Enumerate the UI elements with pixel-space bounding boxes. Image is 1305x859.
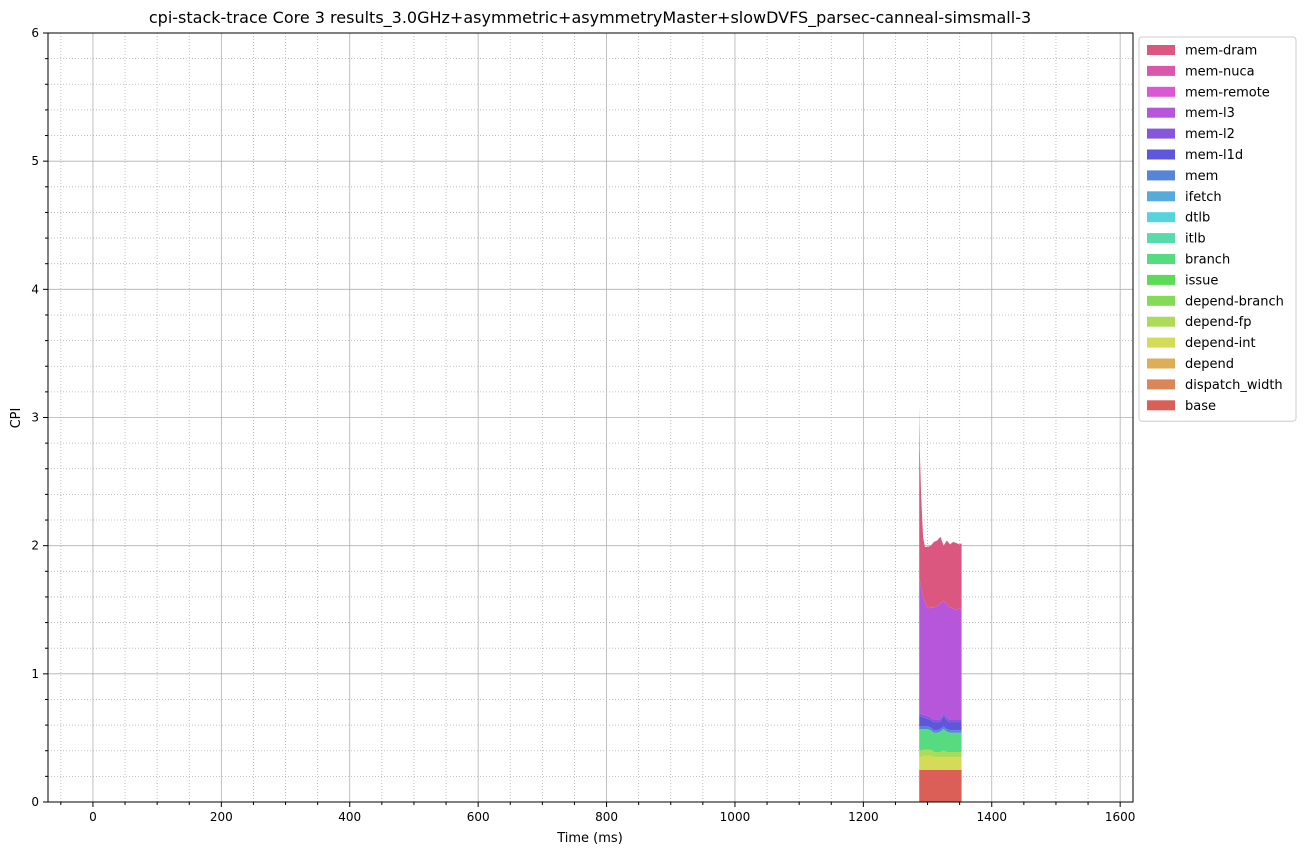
area-depend-fp xyxy=(919,749,962,758)
legend-swatch-base xyxy=(1147,400,1175,411)
legend-swatch-mem-l3 xyxy=(1147,107,1175,118)
legend-swatch-branch xyxy=(1147,254,1175,264)
x-tick-label: 1200 xyxy=(848,810,879,824)
x-tick-label: 1000 xyxy=(720,810,751,824)
legend-label-depend-branch: depend-branch xyxy=(1185,294,1284,309)
y-tick-label: 6 xyxy=(31,26,39,40)
legend-label-mem-nuca: mem-nuca xyxy=(1185,64,1255,79)
x-axis: 0 200 400 600 800 1000 1200 1400 1600 xyxy=(60,802,1136,824)
legend-label-mem-dram: mem-dram xyxy=(1185,44,1257,59)
legend-swatch-dispatch_width xyxy=(1147,379,1175,390)
legend-label-base: base xyxy=(1185,399,1216,414)
y-tick-label: 2 xyxy=(31,539,39,553)
area-mem-l2 xyxy=(919,713,962,723)
area-mem-l3 xyxy=(919,577,962,720)
area-mem-dram xyxy=(919,404,962,610)
y-tick-label: 1 xyxy=(31,667,39,681)
legend-swatch-dtlb xyxy=(1147,212,1175,223)
chart-title: cpi-stack-trace Core 3 results_3.0GHz+as… xyxy=(149,8,1031,28)
legend-swatch-depend-fp xyxy=(1147,316,1175,327)
legend-label-itlb: itlb xyxy=(1185,232,1206,247)
legend-box xyxy=(1138,36,1297,422)
area-mem-l1d xyxy=(919,716,962,731)
legend-label-mem-l1d: mem-l1d xyxy=(1185,148,1243,163)
legend-label-mem: mem xyxy=(1185,169,1218,184)
area-depend-int xyxy=(919,755,962,770)
stacked-areas xyxy=(919,404,962,802)
x-tick-label: 400 xyxy=(338,810,361,824)
x-tick-label: 200 xyxy=(210,810,233,824)
legend-swatch-depend xyxy=(1147,358,1175,369)
legend-swatch-mem xyxy=(1147,170,1175,181)
y-tick-label: 3 xyxy=(31,411,39,425)
legend-label-depend: depend xyxy=(1185,357,1234,372)
legend: mem-dram mem-nuca mem-remote mem-l3 mem-l2 me… xyxy=(1138,36,1297,422)
legend-label-depend-int: depend-int xyxy=(1185,336,1256,351)
area-mem xyxy=(919,726,962,733)
legend-swatch-mem-nuca xyxy=(1147,65,1175,76)
y-tick-label: 4 xyxy=(31,282,39,296)
legend-label-ifetch: ifetch xyxy=(1185,190,1222,205)
legend-label-mem-l3: mem-l3 xyxy=(1185,106,1235,121)
legend-swatch-mem-dram xyxy=(1147,45,1175,55)
legend-label-mem-remote: mem-remote xyxy=(1185,85,1270,100)
legend-swatch-mem-l2 xyxy=(1147,128,1175,139)
area-branch xyxy=(919,728,962,753)
y-tick-label: 5 xyxy=(31,154,39,168)
x-axis-label: Time (ms) xyxy=(556,831,623,846)
area-base xyxy=(919,769,962,802)
x-tick-label: 0 xyxy=(89,810,97,824)
legend-label-branch: branch xyxy=(1185,253,1230,268)
legend-label-issue: issue xyxy=(1185,273,1218,288)
legend-swatch-mem-l1d xyxy=(1147,149,1175,160)
legend-swatch-ifetch xyxy=(1147,191,1175,202)
x-tick-label: 800 xyxy=(595,810,618,824)
legend-label-mem-l2: mem-l2 xyxy=(1185,127,1235,142)
legend-swatch-issue xyxy=(1147,274,1175,285)
legend-swatch-depend-branch xyxy=(1147,295,1175,306)
legend-swatch-mem-remote xyxy=(1147,86,1175,97)
legend-swatch-itlb xyxy=(1147,233,1175,244)
legend-label-depend-fp: depend-fp xyxy=(1185,315,1252,330)
x-tick-label: 1400 xyxy=(976,810,1007,824)
x-tick-label: 1600 xyxy=(1105,810,1136,824)
x-tick-label: 600 xyxy=(467,810,490,824)
y-axis: 0 1 2 3 4 5 6 xyxy=(31,26,48,809)
legend-swatch-depend-int xyxy=(1147,337,1175,348)
legend-label-dtlb: dtlb xyxy=(1185,211,1210,226)
y-tick-label: 0 xyxy=(31,795,39,809)
y-axis-label: CPI xyxy=(9,408,24,429)
legend-label-dispatch_width: dispatch_width xyxy=(1185,378,1283,393)
